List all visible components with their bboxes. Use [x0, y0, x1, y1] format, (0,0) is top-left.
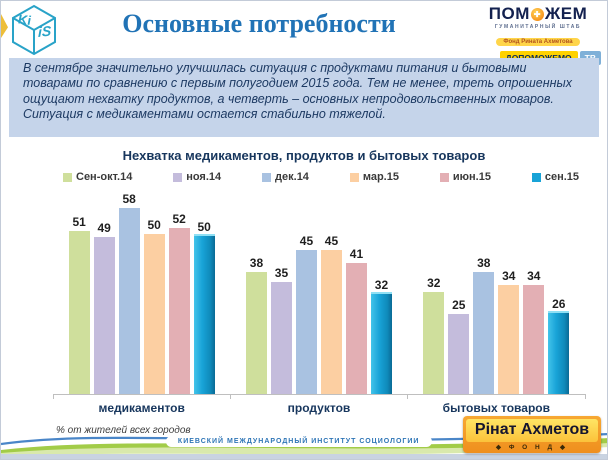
bar: 41 — [345, 247, 367, 394]
legend-label: Сен-окт.14 — [76, 171, 133, 183]
bar-value-label: 52 — [172, 211, 186, 226]
bar-value-label: 49 — [97, 221, 111, 236]
bar: 52 — [168, 212, 190, 394]
legend-item: дек.14 — [262, 171, 309, 183]
svg-text:iS: iS — [38, 23, 52, 40]
pomozhem-wordmark: ПОМ ЖЕМ — [475, 5, 601, 23]
bar-value-label: 41 — [349, 246, 364, 261]
bar-value-label: 34 — [502, 269, 516, 284]
bar-group: 32 25 38 34 34 26 бытовых товаров — [408, 201, 585, 415]
bar-value-label: 45 — [299, 234, 314, 248]
institute-footer: КИЕВСКИЙ МЕЖДУНАРОДНЫЙ ИНСТИТУТ СОЦИОЛОГ… — [165, 436, 432, 447]
pomozhem-logo: ПОМ ЖЕМ ГУМАНИТАРНЫЙ ШТАБ Фонд Рината Ахм… — [475, 5, 601, 65]
bar: 50 — [143, 218, 165, 394]
chart-title: Нехватка медикаментов, продуктов и бытов… — [122, 148, 486, 163]
pomozhem-text-left: ПОМ — [488, 4, 530, 23]
axis-tick — [229, 394, 231, 399]
legend-item: сен.15 — [531, 171, 579, 183]
chart-legend: Сен-окт.14 ноя.14 дек.14 мар.15 июн.15 сен.15 — [63, 171, 579, 183]
pomozhem-subtitle: ГУМАНИТАРНЫЙ ШТАБ — [494, 24, 582, 30]
bar-value-label: 25 — [452, 298, 466, 312]
bar: 49 — [93, 221, 115, 394]
axis-tick — [584, 394, 586, 399]
chart-plot: 51 49 58 50 52 50 медикаментов 38 35 45 45 41 32 прод… — [52, 192, 586, 415]
legend-label: июн.15 — [452, 171, 491, 183]
legend-label: ноя.14 — [186, 171, 222, 183]
bar-value-label: 35 — [274, 266, 289, 280]
bar: 45 — [320, 234, 342, 394]
legend-swatch-icon — [531, 172, 541, 182]
akhmetov-fund-badge: Рінат Ахметов ◆ Ф О Н Д ◆ — [463, 416, 601, 453]
legend-label: дек.14 — [275, 171, 309, 183]
legend-swatch-icon — [349, 172, 359, 182]
bar: 34 — [523, 269, 545, 394]
bar: 25 — [448, 298, 470, 394]
bar-group: 38 35 45 45 41 32 продуктов — [230, 201, 407, 415]
svg-text:Ki: Ki — [18, 11, 31, 28]
legend-item: июн.15 — [439, 171, 491, 183]
bar-value-label: 51 — [72, 214, 86, 229]
legend-item: ноя.14 — [173, 171, 221, 183]
legend-item: Сен-окт.14 — [63, 171, 132, 183]
akhmetov-fund-label: ◆ Ф О Н Д ◆ — [496, 444, 568, 451]
category-label: бытовых товаров — [442, 401, 550, 415]
page-title: Основные потребности — [122, 9, 396, 38]
kiis-logo-icon: Ki iS — [12, 4, 56, 56]
axis-tick — [407, 394, 409, 399]
bar: 38 — [473, 256, 495, 394]
bar-value-label: 26 — [552, 296, 566, 311]
pomozhem-text-right: ЖЕМ — [544, 4, 588, 23]
bottom-strip — [1, 454, 607, 459]
bar: 26 — [548, 297, 570, 394]
intro-text-block: В сентябре значительно улучшилась ситуац… — [9, 58, 599, 137]
bar: 34 — [498, 269, 520, 394]
sun-icon — [530, 7, 544, 21]
category-label: медикаментов — [98, 401, 185, 415]
fund-badge: Фонд Рината Ахметова — [496, 38, 580, 46]
legend-swatch-icon — [173, 172, 183, 182]
bar-value-label: 45 — [324, 234, 339, 248]
bar: 50 — [193, 220, 215, 394]
legend-label: мар.15 — [362, 171, 399, 183]
legend-swatch-icon — [262, 172, 272, 182]
bar-value-label: 32 — [427, 275, 441, 290]
bar-value-label: 58 — [122, 192, 136, 207]
category-label: продуктов — [287, 401, 351, 415]
bar: 32 — [423, 276, 445, 394]
bar: 35 — [270, 266, 292, 394]
legend-item: мар.15 — [349, 171, 399, 183]
bar: 58 — [118, 192, 140, 394]
axis-tick — [52, 394, 54, 399]
legend-swatch-icon — [439, 172, 449, 182]
corner-accent — [1, 14, 8, 38]
bar-value-label: 50 — [197, 220, 211, 234]
bar: 32 — [370, 278, 392, 394]
legend-swatch-icon — [63, 172, 72, 182]
bar: 51 — [68, 215, 90, 394]
bar-value-label: 32 — [374, 277, 389, 292]
bar-value-label: 50 — [147, 218, 161, 232]
bar-value-label: 38 — [249, 256, 264, 271]
legend-label: сен.15 — [544, 171, 579, 183]
bar-value-label: 34 — [527, 269, 541, 284]
akhmetov-name: Рінат Ахметов — [466, 419, 598, 442]
bar-group: 51 49 58 50 52 50 медикаментов — [53, 192, 230, 415]
bar: 45 — [295, 234, 317, 394]
bar: 38 — [245, 256, 267, 394]
bar-value-label: 38 — [477, 256, 491, 271]
chart-footnote: % от жителей всех городов — [56, 425, 191, 436]
